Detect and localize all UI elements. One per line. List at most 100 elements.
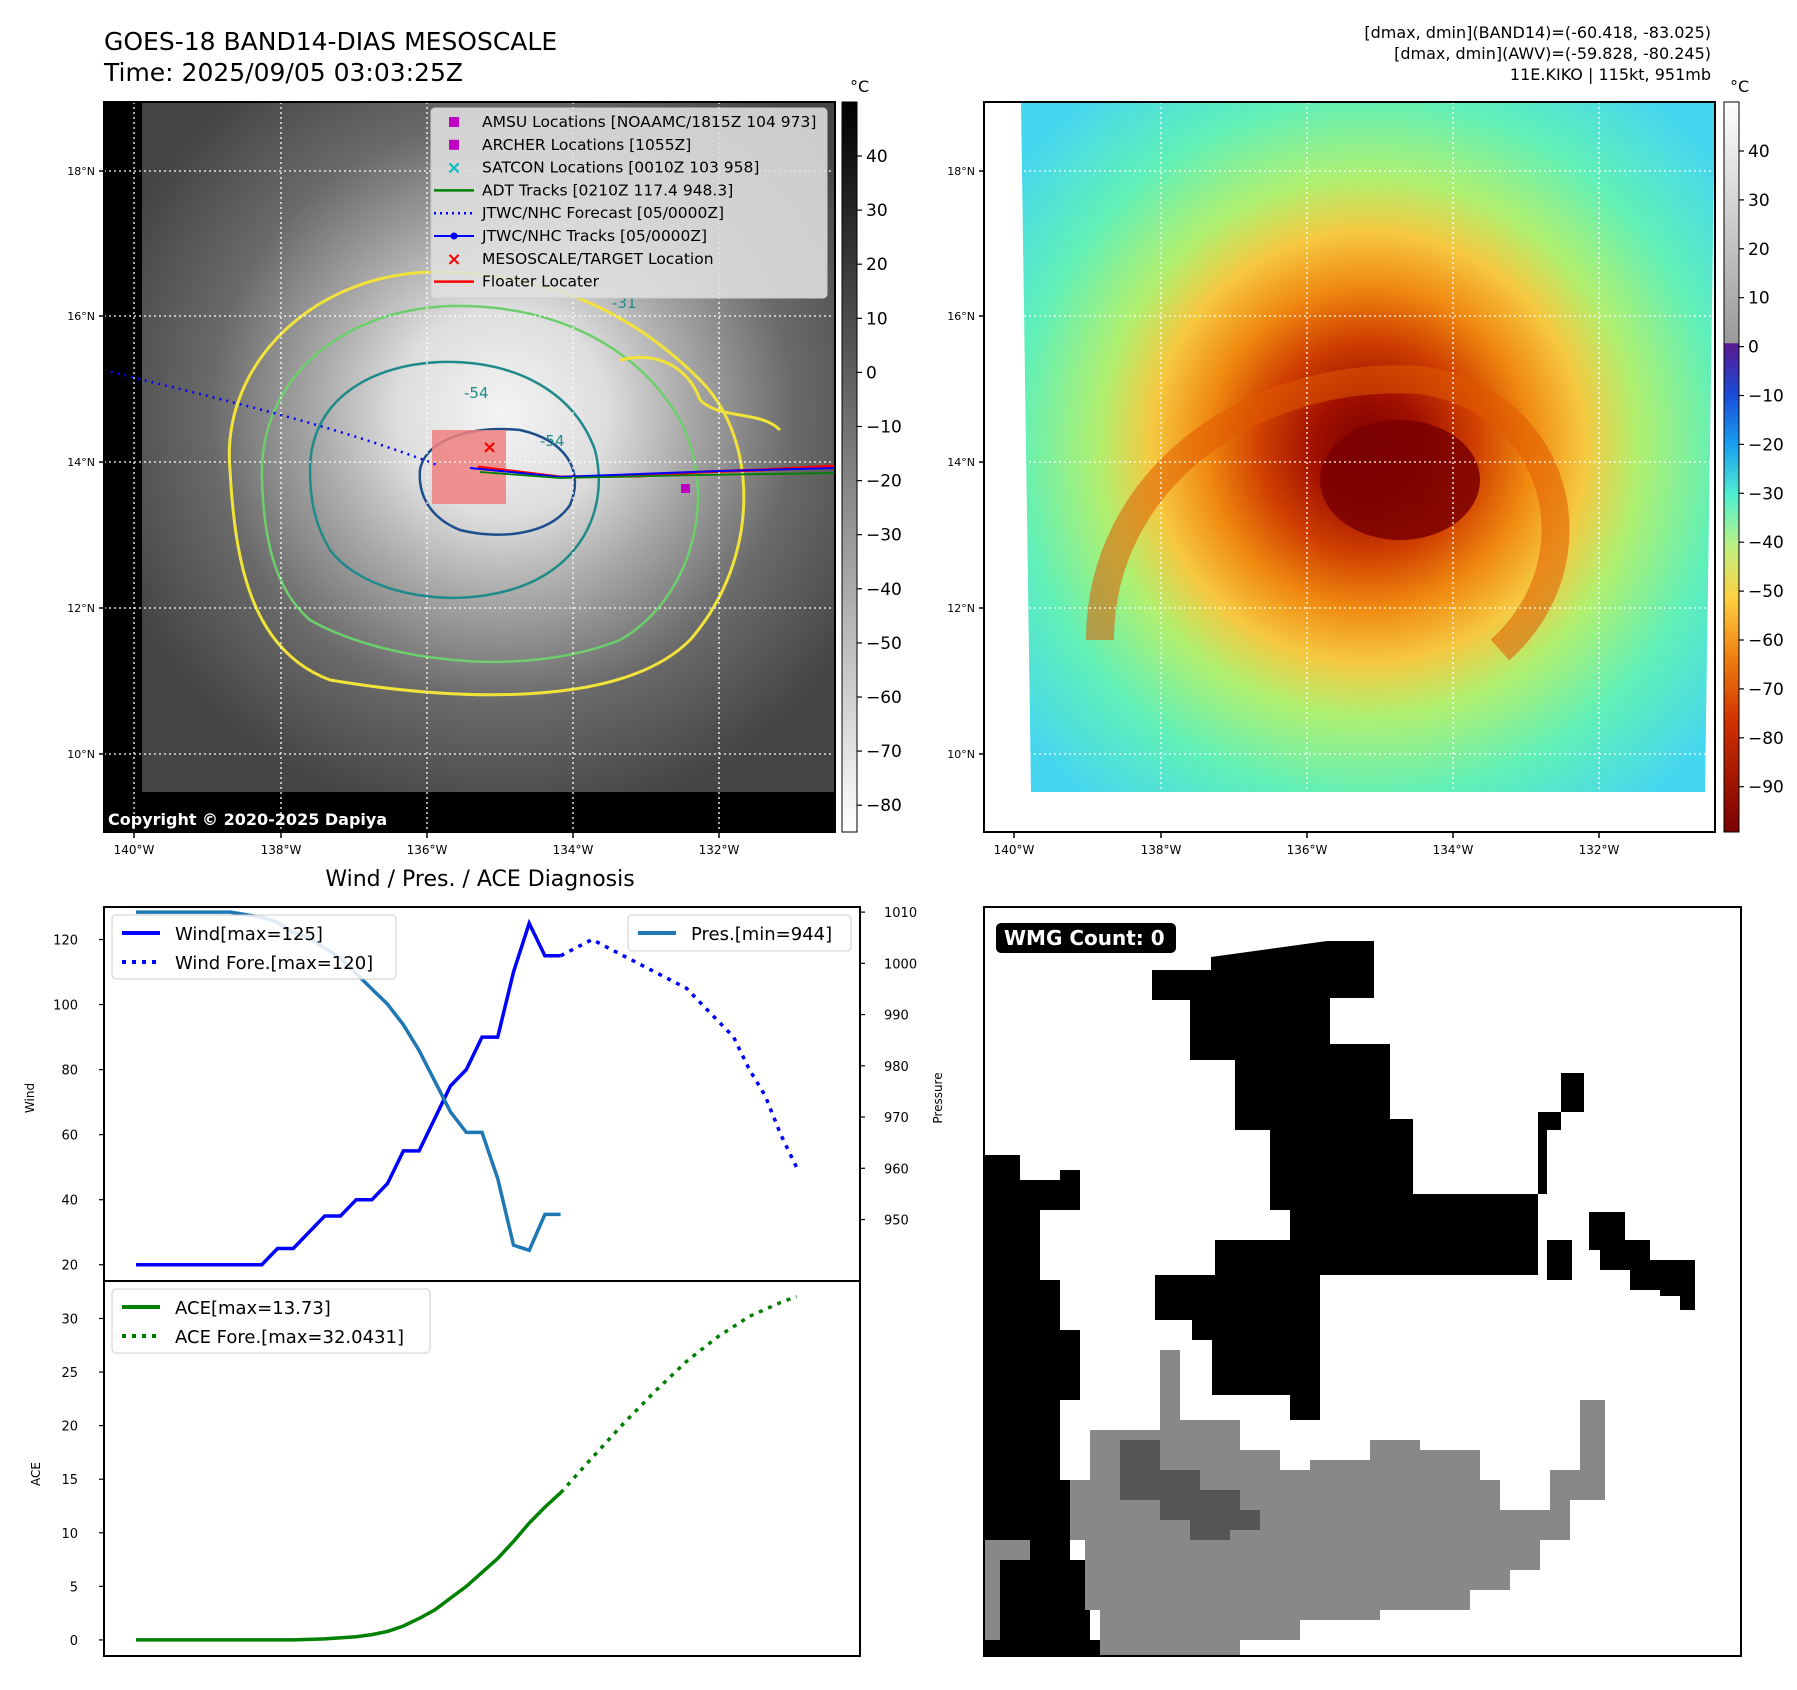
awv-lat-label: 10°N	[947, 748, 975, 761]
contour-label-2: -54	[464, 384, 489, 402]
pressure-legend: Pres.[min=944]	[627, 914, 852, 952]
awv-map-panel: 18°N 16°N 14°N 12°N 10°N 140°W 138°W 136°W 134°…	[947, 101, 1716, 857]
ace-ytick-label: 15	[61, 1473, 78, 1488]
ir-cb-ticks-label: 10	[866, 309, 888, 329]
figure-title: GOES-18 BAND14-DIAS MESOSCALE	[104, 27, 557, 56]
ir-cb-ticks-label: 0	[866, 363, 877, 383]
wind-ytick-label: 40	[61, 1194, 78, 1209]
legend-label: JTWC/NHC Forecast [05/0000Z]	[481, 204, 724, 222]
awv-cb-ticks-label: −40	[1748, 533, 1784, 553]
pressure-ytick-label: 980	[884, 1060, 909, 1075]
contour-yellow-outer	[227, 270, 746, 697]
wind-pressure-chart: 20 40 60 80 100 120 950 960 970 980 990 1000 1010 Wi…	[23, 906, 945, 1282]
info-awv-range: [dmax, dmin](AWV)=(-59.828, -80.245)	[1394, 44, 1711, 63]
ir-cb-ticks-label: −20	[866, 472, 902, 492]
awv-cb-ticks-label: −20	[1748, 435, 1784, 455]
awv-cb-ticks-label: 20	[1748, 240, 1770, 260]
legend-marker-square	[449, 117, 459, 127]
adt-track	[479, 471, 835, 479]
legend-wind: Wind[max=125]	[175, 924, 323, 945]
info-band14-range: [dmax, dmin](BAND14)=(-60.418, -83.025)	[1364, 23, 1711, 42]
awv-cb-ticks-label: −10	[1748, 387, 1784, 407]
ir-cb-ticks-label: −30	[866, 526, 902, 546]
legend-wind-forecast: Wind Fore.[max=120]	[175, 953, 373, 974]
ir-lat-label: 12°N	[67, 602, 95, 615]
awv-cb-ticks-label: −30	[1748, 484, 1784, 504]
awv-cb-ticks-label: −80	[1748, 729, 1784, 749]
ace-ytick-label: 30	[61, 1313, 78, 1328]
legend-marker-x: ×	[446, 249, 461, 270]
jtwc-track	[469, 467, 835, 479]
target-box	[432, 430, 506, 504]
wind-legend: Wind[max=125] Wind Fore.[max=120]	[111, 914, 397, 980]
contour-yellow-band	[619, 355, 782, 432]
awv-lon-label: 134°W	[1433, 843, 1474, 857]
wind-ytick-label: 20	[61, 1259, 78, 1274]
wmg-panel: WMG Count: 0	[983, 906, 1742, 1657]
legend-label: MESOSCALE/TARGET Location	[482, 250, 714, 268]
awv-cb-ticks-label: 0	[1748, 338, 1759, 358]
ir-lon-label: 140°W	[114, 843, 155, 857]
ir-lon-label: 138°W	[261, 843, 302, 857]
legend-marker-dot	[450, 232, 458, 240]
wind-ytick-label: 120	[53, 934, 78, 949]
ir-cb-ticks-label: −40	[866, 580, 902, 600]
awv-cb-ticks-label: 40	[1748, 142, 1770, 162]
awv-lon-label: 138°W	[1141, 843, 1182, 857]
ir-cb-ticks-label: 20	[866, 255, 888, 275]
pressure-ytick-label: 1010	[884, 906, 917, 921]
ir-cb-ticks-label: 30	[866, 201, 888, 221]
wind-forecast-line	[559, 937, 799, 1168]
ir-map-panel: × -31 -54 -54 18°N16°N14°N12°N10°N 140°W…	[67, 101, 836, 857]
wmg-black-regions	[984, 941, 1695, 1656]
awv-colorbar: °C 40 30 20 10 0 −10 −20 −30 −40 −50 −60 −70 −80 −90	[1723, 77, 1784, 833]
awv-lat-label: 14°N	[947, 456, 975, 469]
awv-lat-label: 16°N	[947, 310, 975, 323]
legend-label: ARCHER Locations [1055Z]	[482, 136, 691, 154]
wind-ytick-label: 100	[53, 999, 78, 1014]
awv-lon-label: 140°W	[994, 843, 1035, 857]
pressure-ytick-label: 1000	[884, 957, 917, 972]
awv-lat-label: 12°N	[947, 602, 975, 615]
ir-lat-label: 18°N	[67, 165, 95, 178]
awv-rainband	[1086, 365, 1570, 661]
awv-core	[1320, 420, 1480, 540]
ir-lat-label: 10°N	[67, 748, 95, 761]
awv-cb-ticks-label: −60	[1748, 631, 1784, 651]
figure-time: Time: 2025/09/05 03:03:25Z	[103, 58, 463, 87]
pressure-ytick-label: 960	[884, 1162, 909, 1177]
ir-lat-ticks: 18°N 16°N 14°N 12°N 10°N	[67, 165, 104, 761]
chart-title: Wind / Pres. / ACE Diagnosis	[325, 867, 634, 892]
info-storm: 11E.KIKO | 115kt, 951mb	[1510, 65, 1711, 84]
legend-marker-square	[449, 139, 459, 150]
awv-lat-label: 18°N	[947, 165, 975, 178]
legend-label: AMSU Locations [NOAAMC/1815Z 104 973]	[482, 113, 816, 131]
ace-ytick-label: 25	[61, 1366, 78, 1381]
legend-pressure: Pres.[min=944]	[691, 924, 832, 945]
wmg-gray-regions	[984, 1350, 1605, 1655]
awv-cb-ticks-label: 10	[1748, 289, 1770, 309]
legend-ace-forecast: ACE Fore.[max=32.0431]	[175, 1327, 404, 1348]
ace-ytick-label: 20	[61, 1420, 78, 1435]
contour-label-3: -54	[540, 432, 565, 450]
ace-chart: 0 5 10 15 20 25 30 ACE ACE[max=13.73] ACE Fore…	[29, 1280, 861, 1657]
pressure-ytick-label: 970	[884, 1111, 909, 1126]
ace-legend: ACE[max=13.73] ACE Fore.[max=32.0431]	[111, 1288, 431, 1354]
wind-ytick-label: 60	[61, 1129, 78, 1144]
ace-axis-label: ACE	[29, 1462, 43, 1486]
ir-cb-ticks-label: −50	[866, 634, 902, 654]
ir-cb-ticks-label: −60	[866, 688, 902, 708]
ir-lon-ticks: 140°W 138°W 136°W 134°W 132°W	[114, 832, 740, 857]
ir-legend: AMSU Locations [NOAAMC/1815Z 104 973] ARC…	[430, 107, 828, 299]
ir-cb-ticks-label: −80	[866, 796, 902, 816]
pressure-ytick-label: 990	[884, 1009, 909, 1024]
amsu-marker	[681, 484, 690, 493]
pressure-ytick-label: 950	[884, 1214, 909, 1229]
awv-lon-label: 136°W	[1287, 843, 1328, 857]
wmg-count-badge	[996, 923, 1176, 953]
legend-ace: ACE[max=13.73]	[175, 1298, 331, 1319]
legend-label: SATCON Locations [0010Z 103 958]	[482, 159, 759, 177]
target-marker: ×	[482, 437, 497, 458]
awv-cb-ticks-label: −70	[1748, 680, 1784, 700]
contour-teal	[308, 360, 600, 600]
